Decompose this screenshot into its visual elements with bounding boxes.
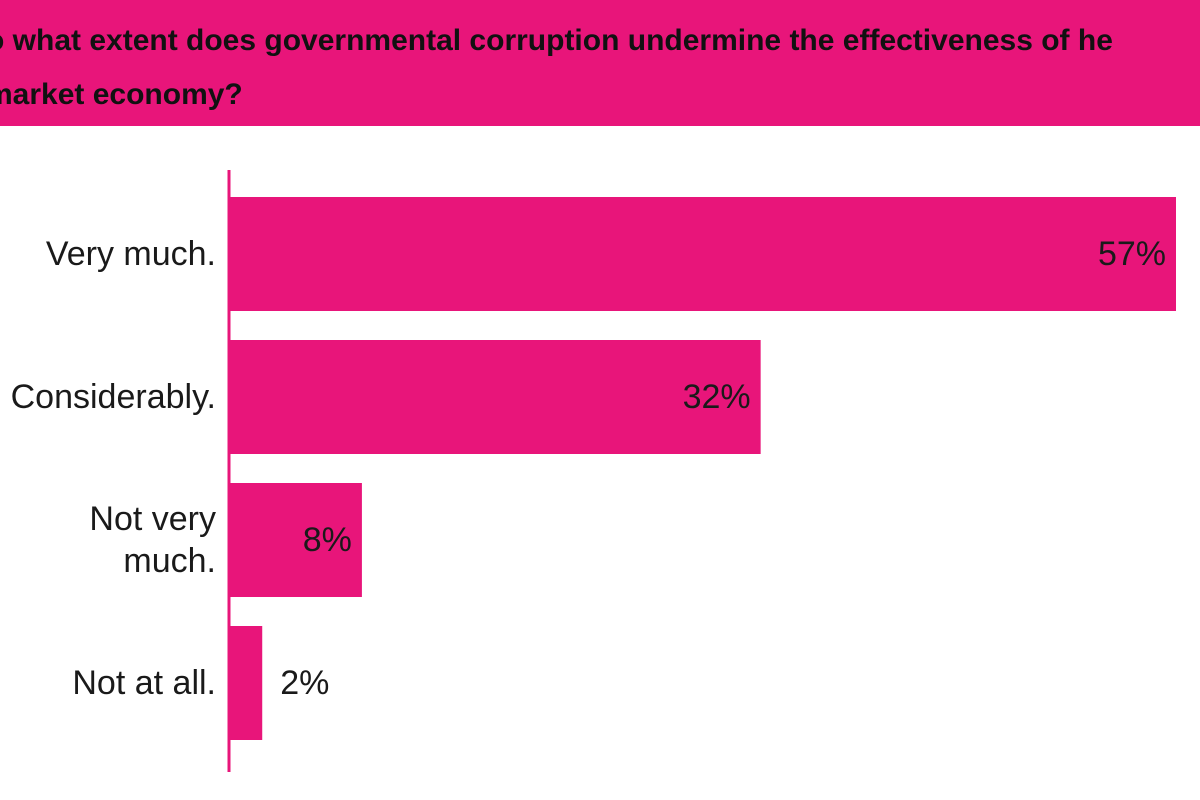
- chart-title: o what extent does governmental corrupti…: [0, 24, 1113, 111]
- value-label-0: 57%: [1098, 235, 1166, 273]
- category-label-3-line-0: Not at all.: [72, 664, 216, 702]
- value-label-3: 2%: [280, 664, 329, 702]
- category-label-1: Considerably.: [11, 378, 216, 416]
- bar-0: [229, 197, 1176, 311]
- category-label-2-line-1: much.: [123, 542, 216, 580]
- value-label-2: 8%: [303, 521, 352, 559]
- bars-group: 57% Very much. 32% Considerably. 8% Not very m…: [11, 197, 1176, 740]
- bar-2: [229, 483, 362, 597]
- category-label-2-line-0: Not very: [89, 500, 216, 538]
- question-header: o what extent does governmental corrupti…: [0, 0, 1200, 126]
- category-label-3: Not at all.: [72, 664, 216, 702]
- bar-1: [229, 340, 761, 454]
- category-label-1-line-0: Considerably.: [11, 378, 216, 416]
- bar-chart-svg: 57% Very much. 32% Considerably. 8% Not very m…: [11, 170, 1176, 772]
- category-label-0-line-0: Very much.: [46, 235, 216, 273]
- value-label-1: 32%: [683, 378, 751, 416]
- category-label-0: Very much.: [46, 235, 216, 273]
- bar-3: [229, 626, 263, 740]
- bar-chart: 57% Very much. 32% Considerably. 8% Not very m…: [0, 126, 1200, 800]
- category-label-2: Not very much.: [89, 500, 216, 580]
